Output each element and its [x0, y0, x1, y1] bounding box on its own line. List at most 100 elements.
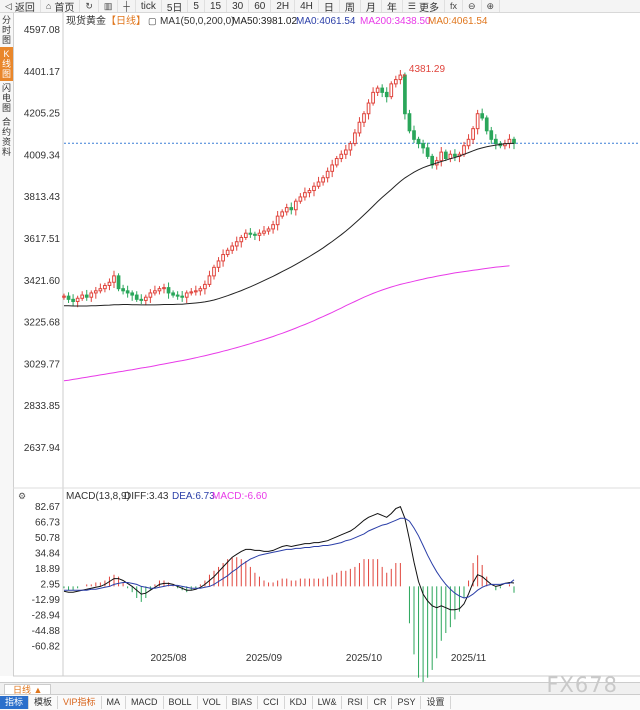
- toolbar-item-7[interactable]: 5: [188, 0, 205, 12]
- candle-body: [475, 113, 480, 130]
- chart-canvas[interactable]: 4597.08 4401.17 4205.25 4009.34 3813.43 3617.…: [0, 0, 640, 682]
- header-item-3: MA50:3981.02: [232, 16, 297, 27]
- candle-body: [293, 200, 298, 211]
- sidebar-tab-0[interactable]: 分时图: [1, 15, 11, 45]
- indicator-tab-2[interactable]: VIP指标: [58, 696, 102, 709]
- price-tick-label: 4009.34: [24, 150, 61, 161]
- toolbar-item-14[interactable]: 周: [340, 0, 361, 14]
- sidebar-tab-2[interactable]: 闪电图: [1, 83, 11, 113]
- candle-body: [280, 211, 285, 217]
- toolbar-item-13[interactable]: 日: [319, 0, 340, 14]
- back-icon: ◁: [5, 0, 12, 11]
- toolbar-item-19[interactable]: ⊖: [463, 0, 482, 12]
- indicator-tab-1[interactable]: 模板: [29, 696, 59, 709]
- candle-body: [480, 113, 485, 119]
- macd-diff-line: [63, 506, 515, 611]
- macd-settings-icon: ⚙: [18, 491, 26, 501]
- bar-chart-icon: ▥: [103, 0, 113, 11]
- toolbar-item-15[interactable]: 月: [361, 0, 382, 14]
- candle-body: [239, 236, 244, 243]
- indicator-tab-11[interactable]: RSI: [342, 696, 369, 709]
- indicator-tab-10[interactable]: LW&: [313, 696, 343, 709]
- indicator-tab-7[interactable]: BIAS: [227, 696, 259, 709]
- candle-body: [84, 294, 89, 298]
- indicator-tab-4[interactable]: MACD: [126, 696, 164, 709]
- candle-body: [153, 290, 157, 294]
- candle-body: [262, 230, 266, 234]
- candle-body: [380, 87, 385, 93]
- toolbar-label: 5: [193, 0, 199, 12]
- toolbar-label: 返回: [14, 2, 35, 14]
- legend-box-icon: ▢: [148, 16, 157, 26]
- date-tick-label: 2025/10: [346, 653, 383, 664]
- candle-body: [66, 295, 71, 300]
- toolbar-item-0[interactable]: ◁ 返回: [0, 0, 41, 14]
- toolbar-item-11[interactable]: 2H: [271, 0, 296, 12]
- ma200-line: [63, 265, 510, 382]
- toolbar-item-8[interactable]: 15: [205, 0, 228, 12]
- candle-body: [89, 292, 94, 298]
- candle-body: [143, 296, 148, 301]
- candle-body: [139, 298, 144, 301]
- home-icon: ⌂: [45, 1, 52, 11]
- toolbar-item-5[interactable]: tick: [136, 0, 162, 12]
- toolbar-item-12[interactable]: 4H: [295, 0, 319, 12]
- macd-tick-label: -60.82: [32, 641, 61, 652]
- toolbar-item-3[interactable]: ▥: [99, 0, 119, 12]
- toolbar-item-9[interactable]: 30: [227, 0, 250, 12]
- date-tick-label: 2025/08: [150, 653, 187, 664]
- candle-body: [134, 294, 139, 300]
- toolbar-item-2[interactable]: ↻: [80, 0, 99, 12]
- indicator-tab-0[interactable]: 指标: [0, 696, 30, 709]
- candle-body: [271, 224, 275, 230]
- indicator-tab-8[interactable]: CCI: [258, 696, 285, 709]
- candle-body: [466, 138, 471, 147]
- price-tick-label: 4205.25: [24, 109, 61, 120]
- macd-tick-label: 18.89: [35, 564, 60, 575]
- indicator-tab-6[interactable]: VOL: [198, 696, 227, 709]
- candle-body: [275, 215, 280, 226]
- candle-body: [116, 275, 121, 290]
- candle-body: [430, 155, 435, 166]
- toolbar-item-18[interactable]: fx: [445, 0, 463, 12]
- candle-body: [325, 170, 330, 179]
- candle-body: [357, 121, 362, 134]
- macd-tick-label: -12.99: [32, 595, 61, 606]
- toolbar-label: 日: [323, 2, 334, 14]
- zoom-in-icon: ⊕: [486, 0, 495, 11]
- toolbar-item-4[interactable]: ┼: [118, 0, 136, 12]
- toolbar-item-20[interactable]: ⊕: [482, 0, 501, 12]
- toolbar-item-1[interactable]: ⌂ 首页: [41, 0, 81, 14]
- candle-body: [71, 298, 75, 302]
- toolbar-item-17[interactable]: ☰ 更多: [403, 0, 445, 14]
- indicator-tabs: 指标 模板 VIP指标 MA MACD BOLL VOL BIAS CCI KDJ LW& RSI CR…: [0, 694, 640, 710]
- toolbar-item-6[interactable]: 5日: [162, 0, 189, 14]
- candle-body: [248, 232, 253, 235]
- macd-header-item-0: MACD(13,8,9): [66, 491, 130, 502]
- candle-body: [407, 113, 412, 132]
- candle-body: [203, 283, 207, 290]
- candle-body: [330, 164, 335, 172]
- candle-body: [403, 74, 407, 115]
- toolbar-item-16[interactable]: 年: [382, 0, 403, 14]
- candle-body: [371, 91, 375, 104]
- indicator-tab-3[interactable]: MA: [102, 696, 127, 709]
- header-item-4: MA0:4061.54: [296, 16, 356, 27]
- indicator-tab-5[interactable]: BOLL: [164, 696, 198, 709]
- indicator-tab-14[interactable]: 设置: [421, 696, 451, 709]
- header-item-1: 【日线】: [106, 14, 146, 27]
- candle-body: [198, 288, 203, 292]
- indicator-tab-9[interactable]: KDJ: [285, 696, 313, 709]
- candle-body: [307, 190, 312, 194]
- header-item-2: MA1(50,0,200,0): [160, 16, 235, 27]
- candle-body: [130, 292, 135, 296]
- candle-body: [207, 275, 212, 285]
- indicator-tab-12[interactable]: CR: [368, 696, 393, 709]
- candle-body: [148, 292, 153, 298]
- sidebar-tab-3[interactable]: 合约资料: [1, 117, 11, 157]
- candle-body: [234, 241, 239, 247]
- indicator-tab-13[interactable]: PSY: [392, 696, 422, 709]
- toolbar-item-10[interactable]: 60: [249, 0, 272, 12]
